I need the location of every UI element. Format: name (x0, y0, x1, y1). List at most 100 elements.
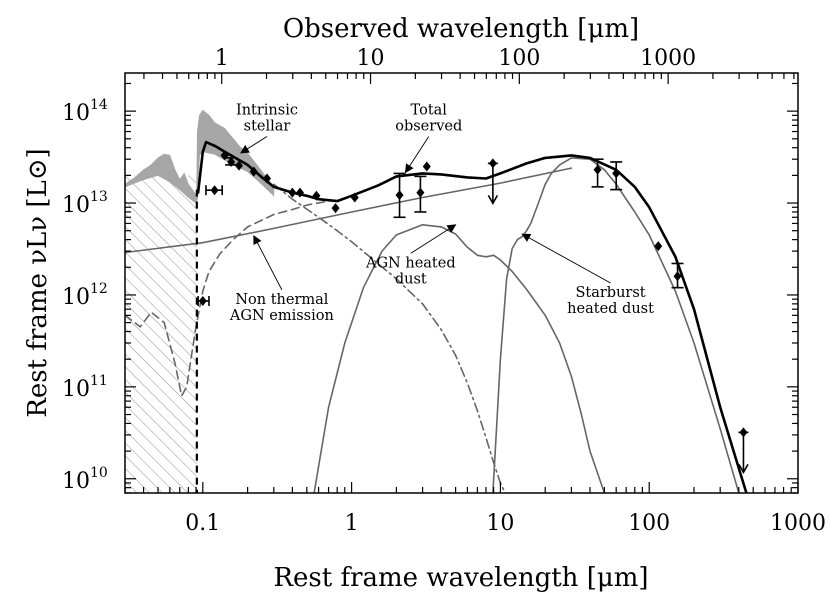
annotation-text: Intrinsic stellar (236, 102, 298, 134)
data-marker (739, 427, 748, 438)
data-marker (249, 166, 258, 177)
data-point-4 (225, 156, 238, 167)
series-non-thermal-agn-emission (125, 167, 573, 254)
data-marker (288, 187, 297, 198)
y-tick-base: 10 (62, 285, 90, 310)
data-marker (210, 185, 219, 196)
y-tick-exponent: 13 (90, 189, 108, 205)
x-tick-label: 1 (345, 511, 359, 536)
series-intrinsic-stellar-attenuated (273, 183, 507, 493)
annotation-line: Non thermal (235, 292, 328, 308)
data-marker (312, 190, 321, 201)
data-point-6 (249, 166, 258, 177)
data-point-10 (312, 190, 321, 201)
top-tick-label: 100 (498, 46, 540, 71)
data-marker (331, 203, 340, 214)
annotation-line: heated dust (567, 301, 654, 317)
data-point-20 (671, 262, 684, 289)
y-tick-base: 10 (62, 469, 90, 494)
y-tick-label: 1011 (62, 373, 108, 402)
y-tick-base: 10 (62, 377, 90, 402)
data-marker (593, 164, 602, 175)
annotation-arrow (240, 136, 268, 154)
annotation-arrow (521, 233, 611, 284)
annotation-starburst-heated-dust: Starburst heated dust (521, 233, 654, 317)
y-tick-label: 1013 (62, 189, 108, 218)
data-point-8 (288, 187, 297, 198)
y-tick-exponent: 12 (90, 281, 108, 297)
data-marker (488, 158, 497, 169)
plot-layer (125, 109, 748, 493)
top-tick-label: 10 (357, 46, 385, 71)
data-point-16 (487, 158, 499, 206)
data-marker (227, 156, 236, 167)
hatched-region (125, 175, 197, 493)
y-tick-label: 1014 (62, 97, 108, 126)
upper-limit-arrow (738, 463, 749, 474)
annotation-line: dust (395, 271, 427, 287)
annotation-text: Starburst heated dust (567, 285, 654, 317)
y-tick-exponent: 14 (90, 97, 108, 113)
annotation-agn-heated-dust: AGN heated dust (365, 224, 457, 287)
plot-frame (124, 72, 799, 494)
x-tick-label: 10 (486, 511, 514, 536)
data-point-17 (591, 158, 604, 188)
annotation-non-thermal-agn-emission: Non thermal AGN emission (229, 235, 334, 324)
data-marker (612, 168, 621, 179)
data-point-13 (393, 172, 406, 219)
y-tick-base: 10 (62, 193, 90, 218)
y-axis-title: Rest frame νLν [L⊙] (23, 148, 53, 417)
annotation-line: Intrinsic (236, 102, 298, 118)
data-point-9 (296, 187, 305, 198)
data-marker (654, 241, 663, 252)
annotation-line: observed (395, 118, 462, 134)
data-point-11 (331, 203, 340, 214)
top-tick-label: 1000 (640, 46, 696, 71)
annotation-text: Non thermal AGN emission (229, 292, 334, 324)
top-axis-title: Observed wavelength [μm] (283, 14, 639, 44)
y-tick-exponent: 11 (90, 373, 108, 389)
data-point-1 (197, 295, 210, 306)
annotation-arrow (404, 136, 430, 174)
data-point-14 (414, 175, 427, 213)
series-agn-heated-dust (313, 224, 606, 493)
x-tick-label: 1000 (770, 511, 826, 536)
annotation-text: Total observed (395, 102, 462, 134)
annotation-line: Starburst (575, 285, 645, 301)
annotation-arrow (253, 235, 283, 291)
annotation-intrinsic-stellar: Intrinsic stellar (236, 102, 298, 154)
series-intrinsic-stellar (125, 200, 330, 397)
series-total-observed (196, 140, 748, 493)
data-marker (422, 161, 431, 172)
data-marker (262, 173, 271, 184)
top-tick-label: 1 (215, 46, 229, 71)
data-point-7 (262, 173, 271, 184)
data-point-19 (654, 241, 663, 252)
y-tick-exponent: 10 (90, 465, 108, 481)
data-point-5 (234, 160, 243, 171)
data-marker (198, 295, 207, 306)
series-starburst-heated-dust (492, 157, 740, 493)
annotations: Intrinsic stellar Total observed Non thermal… (229, 102, 654, 323)
annotation-line: AGN heated (365, 255, 456, 271)
shaded-intrinsic-stellar (125, 109, 275, 204)
x-axis-title: Rest frame wavelength [μm] (273, 563, 648, 593)
annotation-line: stellar (244, 118, 291, 134)
data-point-12 (350, 192, 359, 203)
data-points (197, 150, 749, 474)
annotation-arrow (410, 224, 457, 254)
x-tick-label: 100 (628, 511, 670, 536)
data-point-15 (422, 161, 431, 172)
annotation-line: Total (411, 102, 448, 118)
data-point-21 (738, 427, 749, 474)
data-marker (673, 271, 682, 282)
y-tick-label: 1010 (62, 465, 108, 494)
y-tick-label: 1012 (62, 281, 108, 310)
annotation-line: AGN emission (229, 308, 334, 324)
data-marker (234, 160, 243, 171)
annotation-text: AGN heated dust (365, 255, 456, 287)
y-tick-base: 10 (62, 101, 90, 126)
upper-limit-arrow (487, 195, 499, 206)
